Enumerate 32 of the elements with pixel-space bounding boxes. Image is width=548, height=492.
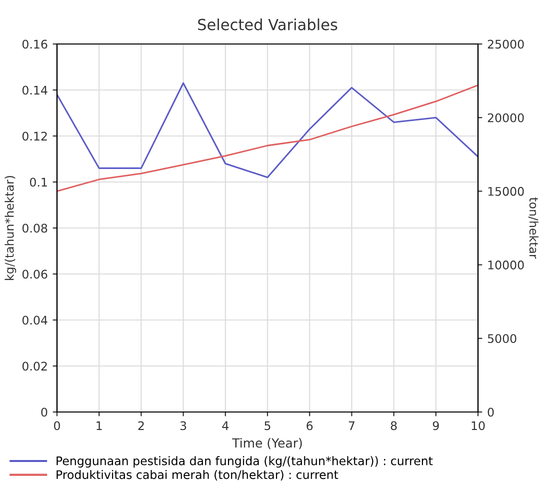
x-tick-label: 9	[432, 421, 439, 430]
y2-tick-label: 0	[488, 408, 494, 417]
legend-label: Produktivitas cabai merah (ton/hektar) : current	[56, 470, 338, 480]
y-tick-label: 0.06	[22, 270, 48, 279]
legend-label: Penggunaan pestisida dan fungida (kg/(tahun*hektar)) : current	[56, 456, 433, 468]
x-tick-label: 2	[138, 421, 144, 430]
x-tick-label: 7	[348, 421, 354, 430]
x-tick-label: 10	[472, 421, 485, 430]
x-tick-label: 6	[306, 421, 313, 430]
y2-tick-label: 25000	[488, 40, 524, 49]
y-tick-label: 0.12	[22, 132, 47, 141]
y-tick-label: 0.1	[30, 178, 47, 187]
y-tick-label: 0	[41, 408, 48, 417]
x-tick-label: 8	[390, 421, 397, 430]
y-axis-title: kg/(tahun*hektar)	[4, 176, 16, 280]
y-tick-label: 0.16	[22, 40, 48, 49]
y2-tick-label: 5000	[488, 334, 516, 344]
chart-title: Selected Variables	[198, 18, 338, 30]
y-tick-label: 0.02	[22, 362, 47, 371]
x-axis-title: Time (Year)	[232, 438, 302, 450]
y2-tick-label: 15000	[488, 186, 524, 196]
x-tick-label: 3	[180, 421, 186, 430]
y2-tick-label: 20000	[488, 113, 524, 122]
y-tick-label: 0.14	[22, 86, 48, 95]
x-tick-label: 5	[264, 421, 270, 430]
y-tick-label: 0.08	[22, 224, 48, 233]
x-tick-label: 4	[222, 421, 228, 430]
y2-axis-title: ton/hektar	[528, 198, 538, 259]
x-tick-label: 1	[96, 421, 102, 430]
y-tick-label: 0.04	[22, 316, 48, 325]
y2-tick-label: 10000	[488, 260, 524, 270]
x-tick-label: 0	[54, 421, 60, 430]
